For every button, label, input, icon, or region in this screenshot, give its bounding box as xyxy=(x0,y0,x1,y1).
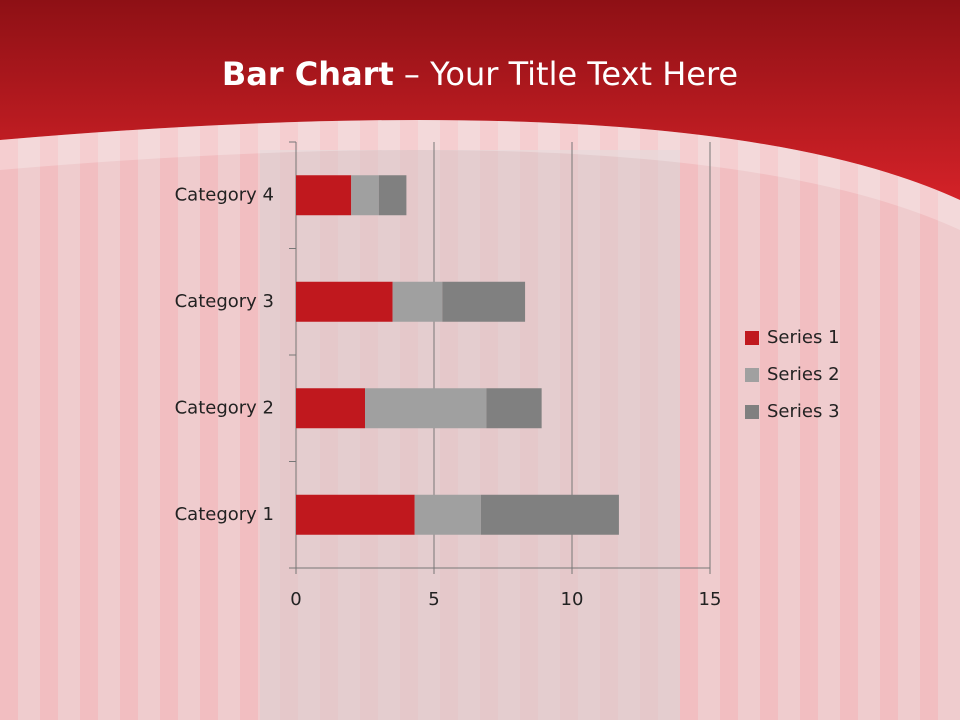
bar-segment xyxy=(442,281,526,322)
legend-swatch xyxy=(745,331,759,345)
title-bold: Bar Chart xyxy=(222,55,394,93)
x-tick-label: 15 xyxy=(699,589,722,610)
bar-segment xyxy=(486,388,542,429)
bar-segment xyxy=(351,175,379,216)
x-tick-label: 0 xyxy=(290,589,301,610)
x-tick-label: 5 xyxy=(428,589,439,610)
bar-segment xyxy=(296,175,352,216)
y-tick-label: Category 1 xyxy=(175,504,274,525)
legend-label: Series 3 xyxy=(767,401,840,422)
title-rest: – Your Title Text Here xyxy=(404,55,738,93)
x-tick-label: 10 xyxy=(561,589,584,610)
bar-segment xyxy=(392,281,443,322)
legend-label: Series 2 xyxy=(767,364,840,385)
y-tick-label: Category 2 xyxy=(175,397,274,418)
header-arc xyxy=(0,120,960,230)
header-band xyxy=(0,0,960,200)
chart: 0 5 10 15 Category 1 Category 2 Category 3 Cate… xyxy=(175,141,840,610)
legend-swatch xyxy=(745,405,759,419)
bar-segment xyxy=(365,388,487,429)
bar-segment xyxy=(296,281,393,322)
legend-swatch xyxy=(745,368,759,382)
y-tick-label: Category 4 xyxy=(175,184,274,205)
bar-segment xyxy=(414,494,481,535)
y-tick-label: Category 3 xyxy=(175,291,274,312)
bar-segment xyxy=(296,494,415,535)
bar-segment xyxy=(480,494,619,535)
bar-segment xyxy=(378,175,407,216)
bar-segment xyxy=(296,388,365,429)
slide-title: Bar Chart – Your Title Text Here xyxy=(222,55,738,93)
legend-label: Series 1 xyxy=(767,327,840,348)
background-pipes xyxy=(260,150,680,720)
